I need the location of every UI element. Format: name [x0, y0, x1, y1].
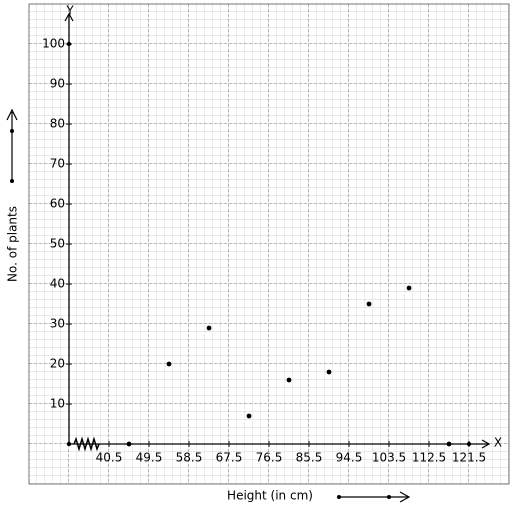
y-tick-label: 10 [50, 397, 65, 411]
x-arrow [481, 439, 491, 449]
arrow-dot [10, 179, 14, 183]
y-tick-label: 50 [50, 237, 65, 251]
x-tick-label: 40.5 [96, 451, 123, 465]
x-tick-label: 121.5 [452, 451, 486, 465]
point [406, 285, 412, 291]
y-tick-label: 60 [50, 197, 65, 211]
x-tick-label: 94.5 [336, 451, 363, 465]
point [166, 361, 172, 367]
arrow-dot [387, 495, 391, 499]
y-tick-label: 80 [50, 117, 65, 131]
y-tick-label: 90 [50, 77, 65, 91]
x-tick-label: 85.5 [296, 451, 323, 465]
arrow-decor [6, 108, 411, 503]
y-tick-label: 20 [50, 357, 65, 371]
arrow-dot [10, 129, 14, 133]
point [366, 301, 372, 307]
y-axis-name: Y [65, 4, 74, 18]
graph-paper-major [28, 3, 510, 485]
arrow-dot [337, 495, 341, 499]
x-tick-label: 58.5 [176, 451, 203, 465]
y-arrow [64, 12, 74, 22]
point [246, 413, 252, 419]
point [326, 369, 332, 375]
y-tick-label: 40 [50, 277, 65, 291]
x-tick-label: 112.5 [412, 451, 446, 465]
point [126, 441, 132, 447]
y-tick-label: 70 [50, 157, 65, 171]
x-tick-label: 67.5 [216, 451, 243, 465]
x-tick-label: 103.5 [372, 451, 406, 465]
y-tick-label: 100 [42, 37, 65, 51]
x-axis-name: X [494, 436, 502, 450]
point [446, 441, 452, 447]
point [206, 325, 212, 331]
x-axis-label: Height (in cm) [227, 489, 313, 503]
y-tick-label: 30 [50, 317, 65, 331]
x-tick-label: 76.5 [256, 451, 283, 465]
y-axis-label: No. of plants [6, 206, 20, 282]
x-tick-label: 49.5 [136, 451, 163, 465]
point [286, 377, 292, 383]
